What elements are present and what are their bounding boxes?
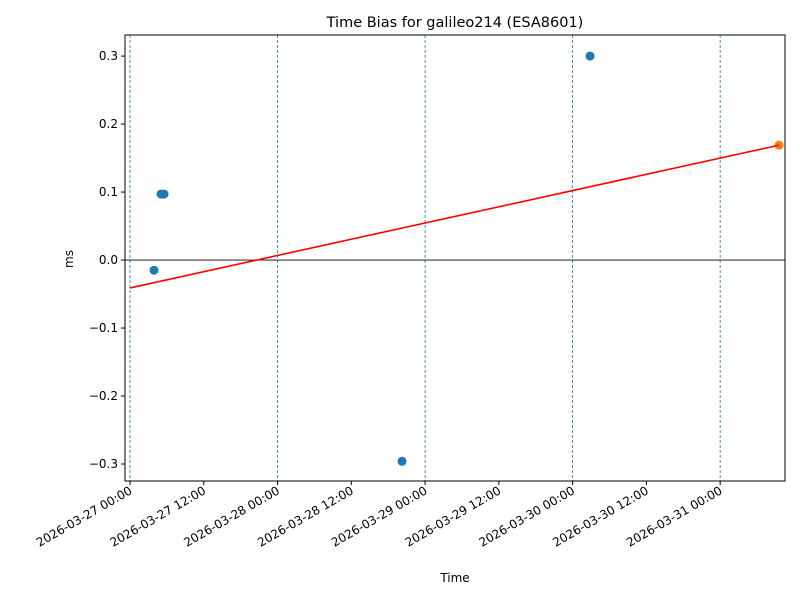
y-tick-label: −0.3 xyxy=(89,457,118,471)
chart-title: Time Bias for galileo214 (ESA8601) xyxy=(326,15,584,31)
y-tick-label: 0.2 xyxy=(99,117,118,131)
data-point xyxy=(149,265,159,275)
y-axis-label: ms xyxy=(62,250,76,268)
axes-frame xyxy=(124,34,786,482)
data-point xyxy=(159,189,169,199)
y-tick-label: 0.3 xyxy=(99,49,118,63)
y-tick-label: 0.0 xyxy=(99,253,118,267)
data-point xyxy=(397,456,407,466)
data-point xyxy=(585,51,595,61)
y-tick-label: −0.1 xyxy=(89,321,118,335)
y-tick-label: 0.1 xyxy=(99,185,118,199)
y-tick-label: −0.2 xyxy=(89,389,118,403)
x-axis-label: Time xyxy=(439,571,469,585)
trend-line xyxy=(129,144,780,289)
